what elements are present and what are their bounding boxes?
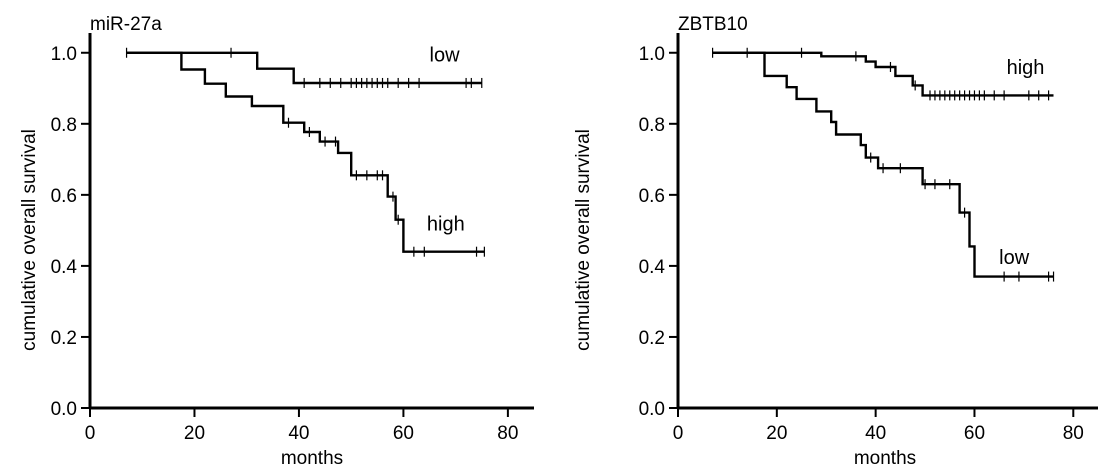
survival-curve-high (126, 51, 485, 253)
y-tick-label: 0.6 (51, 186, 77, 207)
curve-label-low: low (999, 247, 1030, 269)
x-tick-label: 0 (673, 423, 684, 444)
x-tick-label: 40 (288, 423, 309, 444)
x-tick-label: 20 (184, 423, 205, 444)
y-tick-label: 0.6 (639, 186, 665, 207)
y-tick-label: 0.2 (639, 328, 665, 349)
y-tick-label: 0.8 (51, 115, 77, 136)
x-tick-label: 80 (497, 423, 518, 444)
survival-curve-high (712, 51, 1054, 97)
y-tick-label: 0.2 (51, 328, 77, 349)
km-plot-zbtb10: ZBTB10 cumulative overall survival month… (573, 14, 1098, 469)
x-tick-label: 80 (1063, 423, 1084, 444)
y-tick-label: 1.0 (639, 44, 665, 65)
chart-title: ZBTB10 (678, 14, 748, 35)
x-tick-label: 60 (393, 423, 414, 444)
curve-label-low: low (430, 45, 461, 67)
y-tick-label: 0.0 (51, 399, 77, 420)
y-tick-label: 1.0 (51, 44, 77, 65)
x-tick-label: 0 (85, 423, 96, 444)
x-axis-label: months (281, 448, 343, 469)
km-plot-mir27a: miR-27a cumulative overall survival mont… (19, 14, 534, 469)
y-tick-label: 0.8 (639, 115, 665, 136)
km-chart-zbtb10: ZBTB10 cumulative overall survival month… (554, 0, 1108, 476)
x-tick-label: 40 (865, 423, 886, 444)
x-tick-label: 60 (964, 423, 985, 444)
survival-curve-low (126, 51, 482, 85)
curve-label-high: high (1007, 57, 1045, 79)
chart-title: miR-27a (90, 14, 162, 35)
x-tick-label: 20 (766, 423, 787, 444)
curve-label-high: high (427, 213, 465, 235)
y-tick-label: 0.0 (639, 399, 665, 420)
y-tick-label: 0.4 (51, 257, 78, 278)
x-axis-label: months (854, 448, 916, 469)
y-axis-label: cumulative overall survival (573, 129, 594, 351)
km-chart-mir27a: miR-27a cumulative overall survival mont… (19, 14, 534, 469)
y-tick-label: 0.4 (639, 257, 666, 278)
y-axis-label: cumulative overall survival (19, 129, 40, 351)
